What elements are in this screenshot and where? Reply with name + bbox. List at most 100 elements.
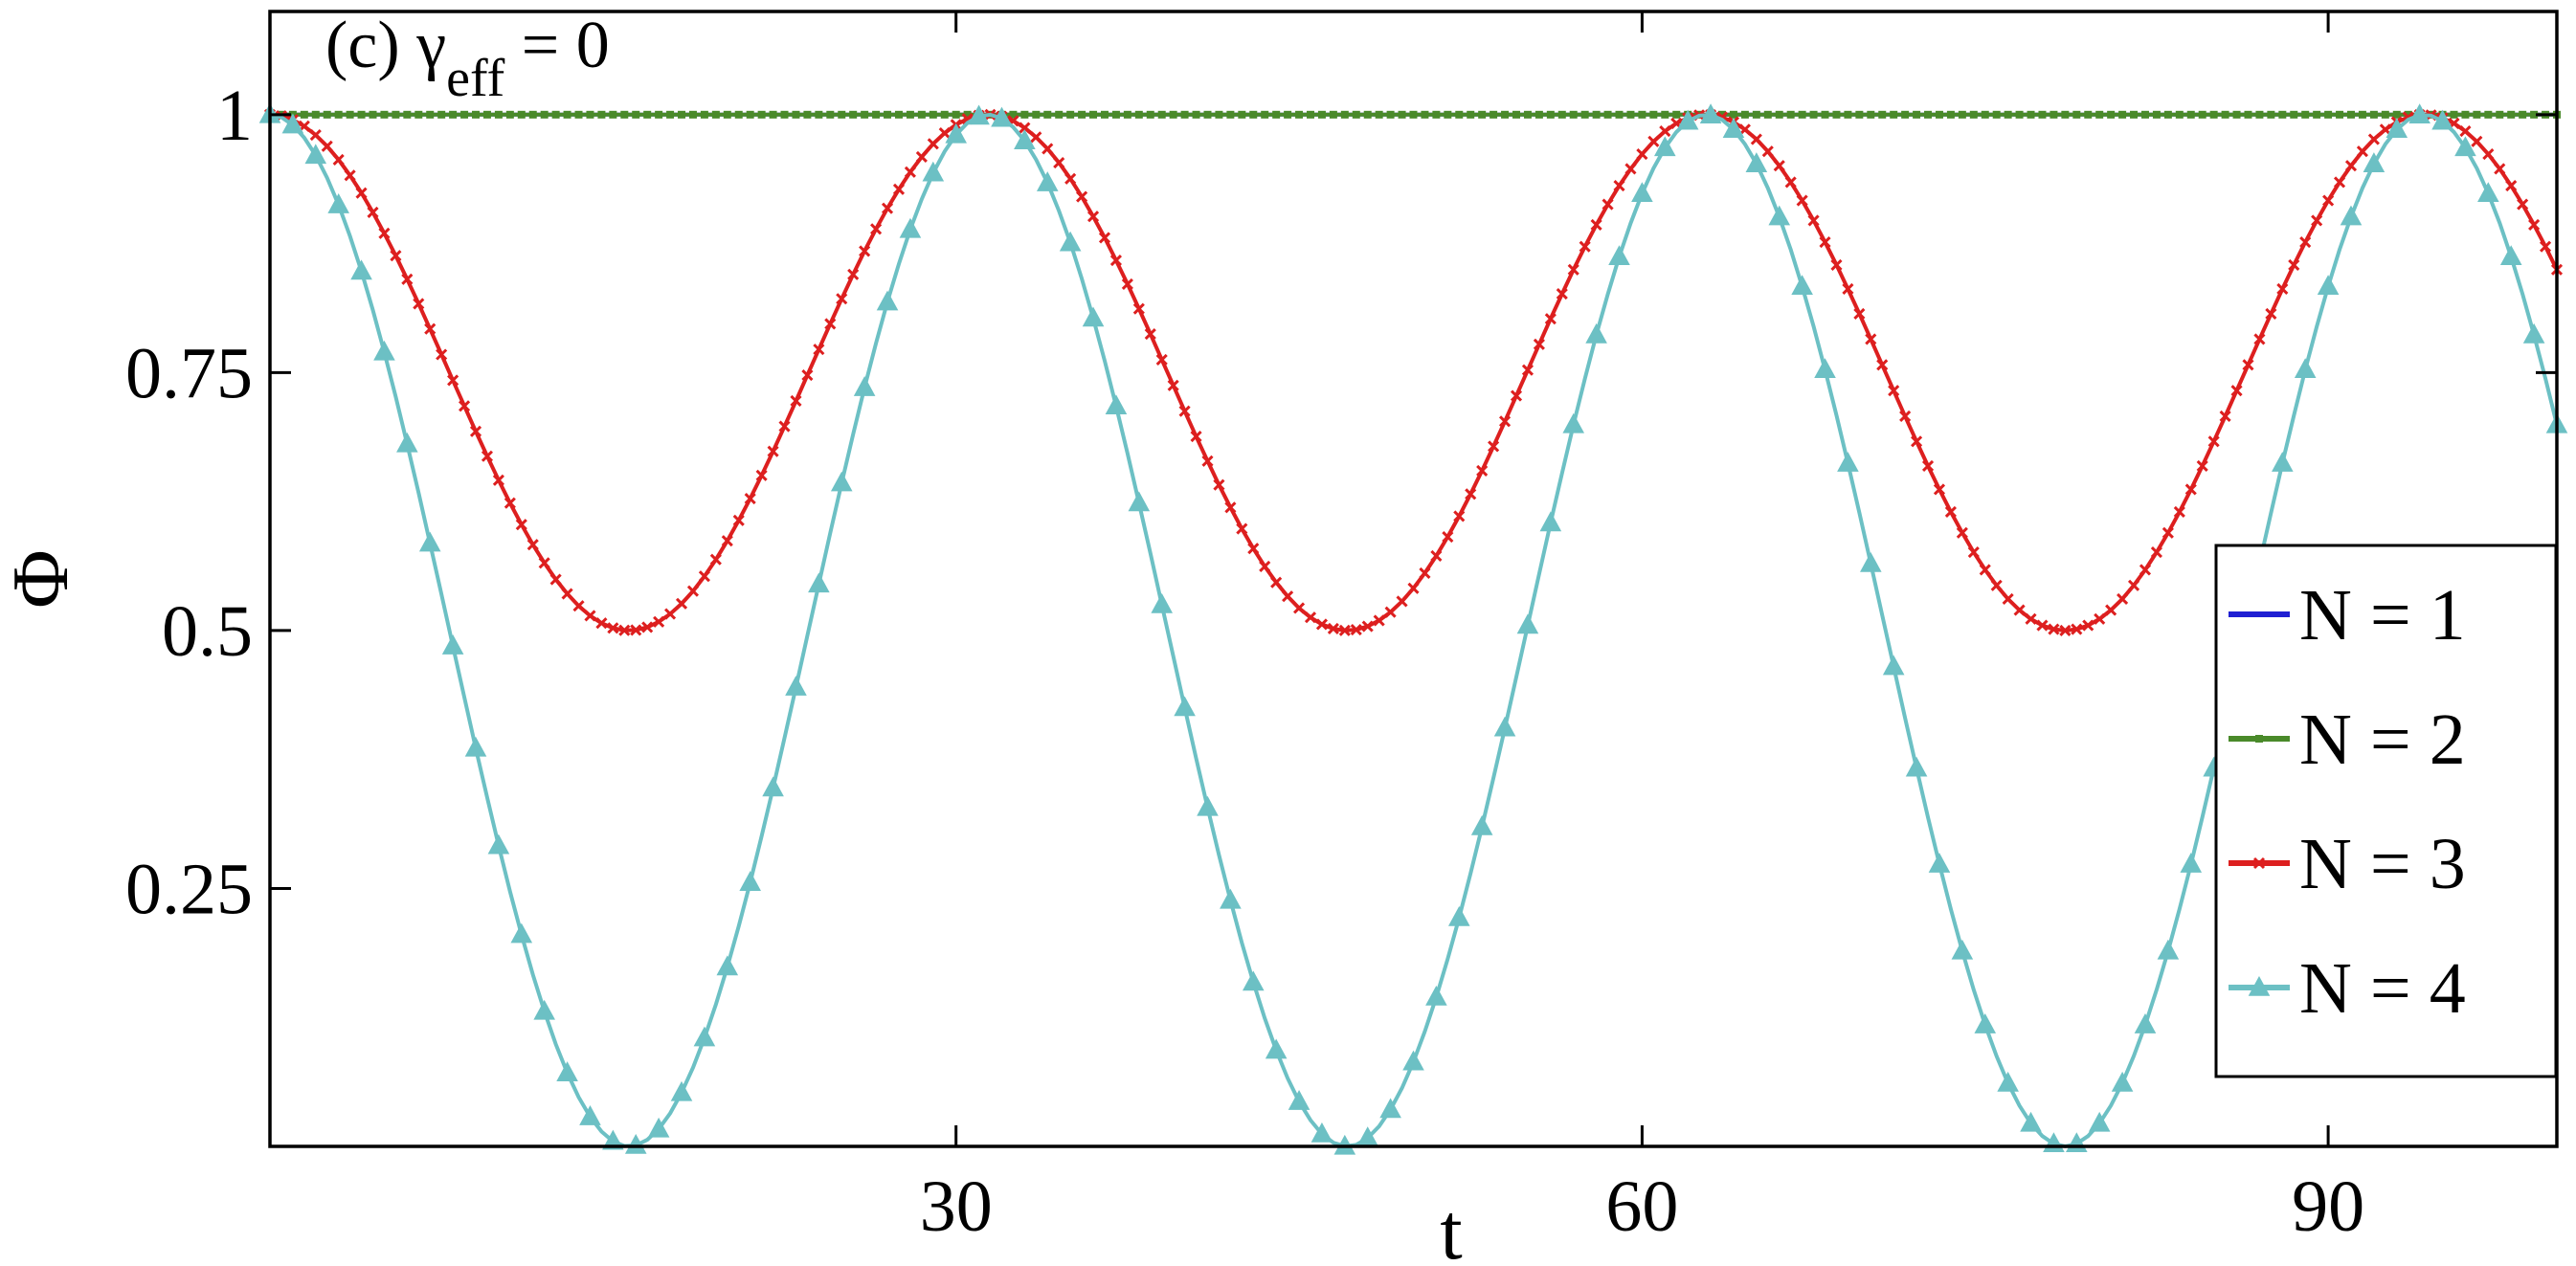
data-point (698, 570, 710, 583)
data-point (1905, 756, 1928, 777)
data-point (755, 469, 768, 481)
data-point (991, 106, 1013, 127)
data-point (1249, 110, 1258, 119)
data-point (492, 474, 504, 486)
data-point (1807, 214, 1820, 227)
data-point (2278, 110, 2287, 119)
data-point (968, 104, 990, 125)
data-point (1763, 110, 1772, 119)
data-point (2454, 136, 2476, 157)
data-point (464, 736, 487, 757)
data-point (414, 110, 423, 119)
data-point (1402, 1050, 1424, 1071)
data-point (2082, 619, 2094, 632)
data-point (2015, 110, 2024, 119)
data-point (436, 348, 448, 361)
data-point (1775, 110, 1783, 119)
data-point (632, 110, 640, 119)
series-4 (258, 102, 2568, 1155)
data-point (929, 110, 937, 119)
data-point (2255, 110, 2264, 119)
data-point (1396, 595, 1408, 608)
data-point (1876, 359, 1889, 371)
data-point (1946, 110, 1955, 119)
data-point (2450, 110, 2458, 119)
data-point (2539, 240, 2552, 253)
data-point (449, 110, 458, 119)
data-point (1924, 110, 1933, 119)
data-point (2265, 307, 2277, 320)
data-point (723, 110, 731, 119)
data-point (1121, 278, 1133, 290)
data-point (1533, 338, 1545, 350)
data-point (1842, 282, 1854, 296)
data-point (494, 110, 503, 119)
data-point (413, 298, 425, 310)
data-point (1444, 110, 1452, 119)
data-point (1190, 431, 1202, 443)
data-point (350, 259, 372, 280)
data-point (1425, 985, 1447, 1006)
data-point (675, 597, 688, 610)
data-point (1488, 440, 1500, 453)
data-point (426, 110, 435, 119)
legend-label: N = 2 (2299, 700, 2466, 780)
data-point (482, 110, 491, 119)
data-point (1796, 194, 1808, 207)
data-point (1373, 614, 1385, 627)
data-point (2020, 1111, 2042, 1132)
data-point (2471, 135, 2483, 147)
data-point (380, 110, 389, 119)
data-point (2252, 856, 2266, 870)
data-point (876, 290, 899, 311)
data-point (1768, 205, 1791, 226)
y-tick-label: 1 (216, 76, 253, 156)
data-point (778, 420, 791, 433)
plot-frame (268, 10, 2559, 1148)
data-point (1569, 110, 1578, 119)
data-point (711, 110, 720, 119)
data-point (1340, 110, 1349, 119)
data-point (504, 497, 516, 509)
data-point (1958, 110, 1966, 119)
data-point (2267, 110, 2275, 119)
data-point (853, 376, 876, 396)
data-point (830, 471, 853, 492)
data-point (346, 110, 354, 119)
data-point (1467, 110, 1475, 119)
data-point (1201, 455, 1214, 467)
data-point (2484, 110, 2493, 119)
data-point (1510, 389, 1523, 402)
data-point (584, 610, 596, 622)
data-point (1238, 110, 1246, 119)
data-point (2140, 110, 2149, 119)
data-point (1773, 160, 1785, 172)
data-point (2207, 435, 2220, 448)
data-point (2163, 110, 2172, 119)
data-point (1213, 478, 1225, 491)
data-point (716, 955, 739, 976)
data-point (1134, 110, 1143, 119)
data-point (861, 110, 869, 119)
data-point (1076, 190, 1088, 203)
data-point (460, 110, 469, 119)
data-point (1419, 566, 1431, 579)
data-point (757, 110, 766, 119)
data-point (602, 1129, 624, 1150)
data-point (1738, 123, 1751, 136)
legend-entry: N = 2 (2229, 700, 2466, 780)
data-point (688, 110, 697, 119)
data-point (1832, 110, 1841, 119)
data-point (892, 183, 906, 195)
data-point (1259, 560, 1271, 573)
data-point (1613, 179, 1625, 192)
data-point (1830, 258, 1843, 272)
data-point (2408, 103, 2430, 123)
data-point (1146, 110, 1154, 119)
data-point (2127, 579, 2140, 591)
data-point (734, 110, 743, 119)
data-point (2088, 1111, 2111, 1132)
data-point (2367, 133, 2380, 145)
data-point (1327, 622, 1339, 635)
data-point (838, 110, 846, 119)
